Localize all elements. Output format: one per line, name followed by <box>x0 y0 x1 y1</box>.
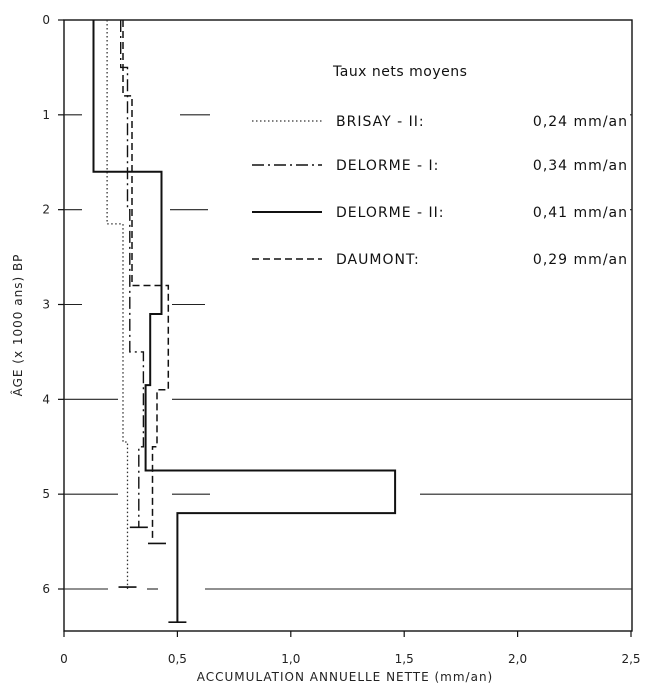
y-axis-ticks: 0 1 2 3 4 5 6 <box>42 13 64 596</box>
y-tick-label-6: 6 <box>42 582 50 596</box>
y-tick-label-4: 4 <box>42 392 50 406</box>
y-tick-label-0: 0 <box>42 13 50 27</box>
x-axis-ticks: 0 0,5 1,0 1,5 2,0 2,5 <box>60 631 641 666</box>
y-tick-label-2: 2 <box>42 203 50 217</box>
x-tick-label-5: 2,5 <box>621 652 640 666</box>
legend-label-daumont: DAUMONT: <box>336 252 420 268</box>
series-line-3 <box>122 20 170 542</box>
x-tick-label-1: 0,5 <box>168 652 187 666</box>
x-tick-label-3: 1,5 <box>395 652 414 666</box>
x-tick-label-2: 1,0 <box>281 652 300 666</box>
legend-title: Taux nets moyens <box>332 64 467 80</box>
plot-frame <box>63 19 633 632</box>
legend-rate-delorme-1: 0,34 mm/an <box>533 158 628 174</box>
x-axis-title: ACCUMULATION ANNUELLE NETTE (mm/an) <box>197 670 493 684</box>
series-line-2 <box>92 20 397 623</box>
end-caps <box>118 526 187 623</box>
legend-rate-daumont: 0,29 mm/an <box>533 252 628 268</box>
legend-label-brisay: BRISAY - II: <box>336 114 425 130</box>
legend: Taux nets moyens BRISAY - II: 0,24 mm/an… <box>236 52 630 274</box>
legend-rate-delorme-2: 0,41 mm/an <box>533 205 628 221</box>
legend-background <box>236 52 630 274</box>
y-tick-label-3: 3 <box>42 298 50 312</box>
series-line-1 <box>119 20 145 528</box>
x-tick-label-0: 0 <box>60 652 68 666</box>
legend-rate-brisay: 0,24 mm/an <box>533 114 628 130</box>
legend-label-delorme-1: DELORME - I: <box>336 158 439 174</box>
y-tick-label-5: 5 <box>42 487 50 501</box>
series-line-0 <box>106 20 129 589</box>
y-tick-label-1: 1 <box>42 108 50 122</box>
y-axis-title: ÂGE (x 1000 ans) BP <box>10 254 25 397</box>
legend-label-delorme-2: DELORME - II: <box>336 205 445 221</box>
series-group <box>92 20 397 623</box>
x-tick-label-4: 2,0 <box>508 652 527 666</box>
